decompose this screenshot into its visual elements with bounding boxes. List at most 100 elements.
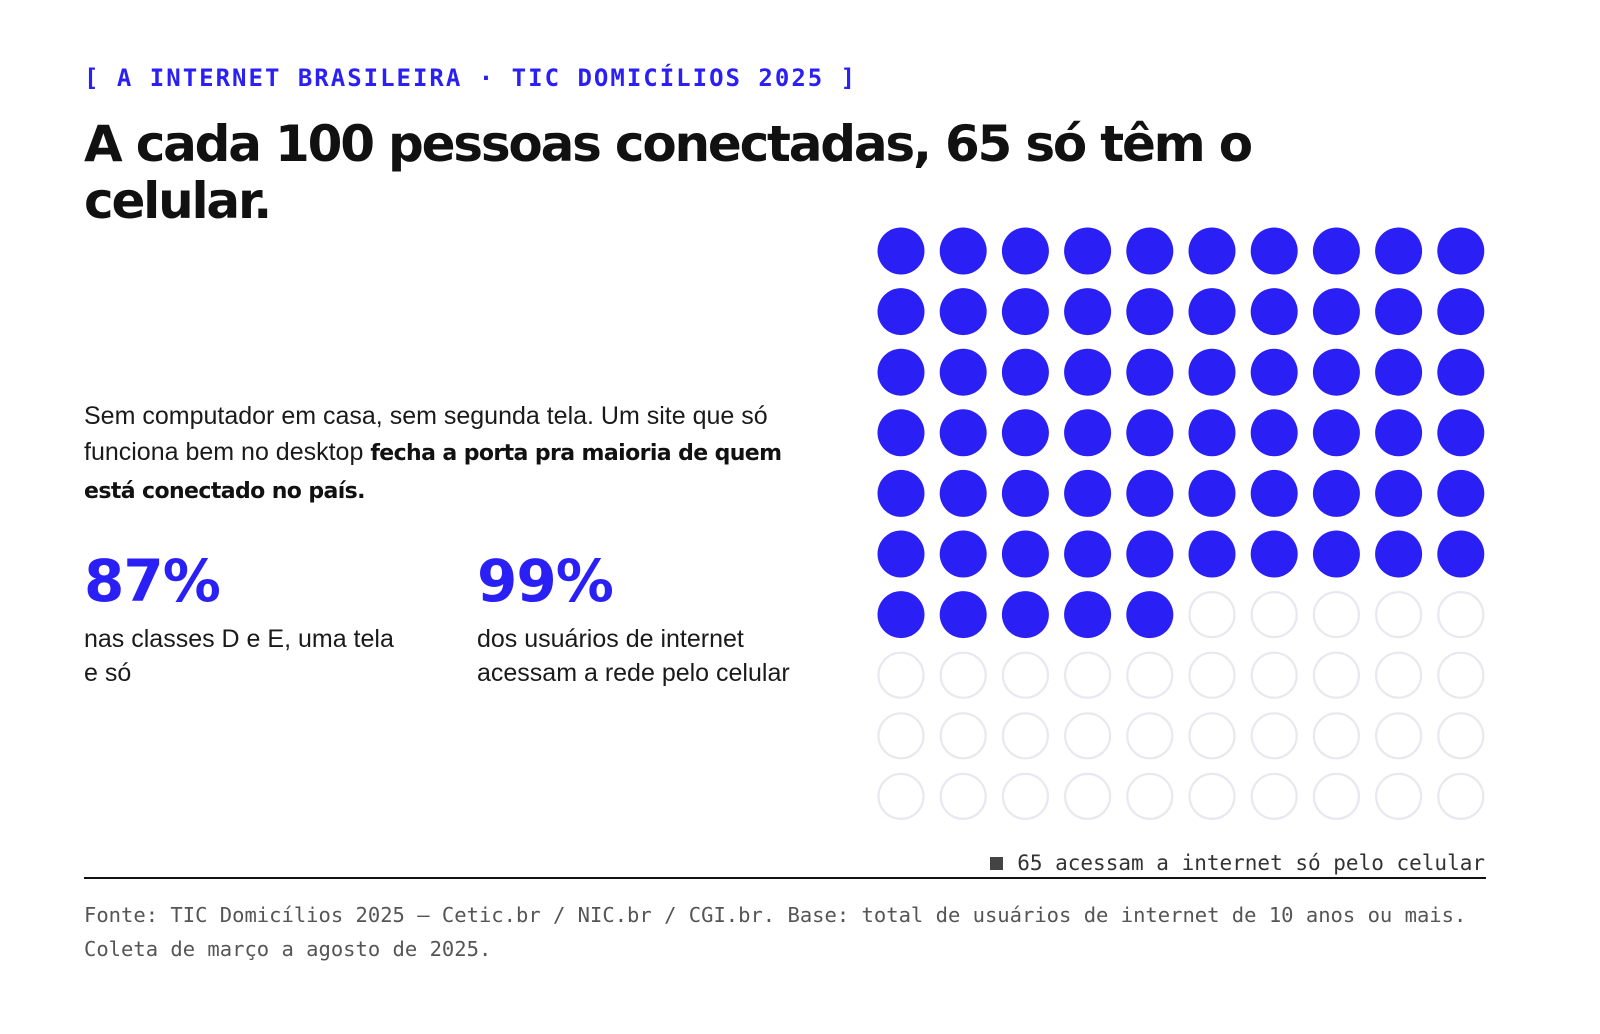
waffle-dot-filled [877,591,925,639]
waffle-dot-filled [1312,530,1360,578]
intro-emphasis: fecha a porta pra maioria de quem está c… [84,441,782,504]
waffle-dot-empty [1250,590,1298,639]
waffle-dot-filled [1437,348,1485,396]
waffle-dot-filled [939,348,987,396]
waffle-dot-filled [1188,409,1236,457]
waffle-dot-filled [1312,288,1360,336]
waffle-dot-filled [1250,227,1298,275]
waffle-dot-filled [1064,409,1112,457]
waffle-dot-empty [1126,712,1174,760]
waffle-dot-filled [877,469,925,517]
waffle-dot-empty [939,651,987,699]
waffle-dot-empty [1312,590,1361,639]
waffle-dot-filled [939,409,987,457]
waffle-dot-empty [1437,651,1485,699]
waffle-dot-filled [1250,348,1298,396]
waffle-dot-filled [1437,409,1485,457]
waffle-dot-empty [1001,772,1050,821]
waffle-dot-filled [1064,227,1112,275]
waffle-dot-filled [1312,348,1360,396]
waffle-dot-empty [1188,590,1236,639]
waffle-dot-filled [1126,530,1174,578]
divider [84,877,1486,879]
waffle-dot-filled [1001,288,1049,336]
waffle-dot-filled [939,288,987,336]
waffle-dot-empty [1437,712,1485,760]
stat-value: 99% [477,547,614,615]
waffle-dot-empty [1188,651,1236,699]
waffle-dot-filled [1375,227,1423,275]
waffle-dot-filled [1126,288,1174,336]
waffle-dot-filled [1001,591,1049,639]
waffle-dot-filled [1312,469,1360,517]
waffle-dot-empty [1001,712,1050,760]
waffle-dot-empty [939,712,987,760]
waffle-dot-filled [939,591,987,639]
waffle-dot-filled [1437,530,1485,578]
waffle-dot-filled [939,227,987,275]
legend-swatch [990,856,1004,870]
waffle-dot-filled [1188,469,1236,517]
waffle-dot-filled [1188,348,1236,396]
stat-label: dos usuários de internet acessam a rede … [477,625,790,687]
waffle-dot-filled [1375,348,1423,396]
waffle-dot-filled [1437,469,1485,517]
waffle-dot-empty [939,772,987,821]
waffle-dot-empty [1063,712,1112,760]
waffle-dot-empty [1374,772,1423,821]
waffle-dot-filled [1375,469,1423,517]
waffle-dot-filled [877,530,925,578]
waffle-dot-filled [1064,348,1112,396]
stat-value: 87% [84,547,221,615]
waffle-dot-filled [1437,288,1485,336]
waffle-dot-empty [1063,772,1112,821]
waffle-dot-empty [1250,712,1298,760]
waffle-dot-filled [1188,288,1236,336]
waffle-dot-empty [1001,651,1050,699]
waffle-dot-filled [1250,530,1298,578]
waffle-dot-filled [939,469,987,517]
waffle-dot-filled [1250,288,1298,336]
waffle-dot-empty [1374,651,1423,699]
waffle-dot-filled [1126,409,1174,457]
page-title: A cada 100 pessoas conectadas, 65 só têm… [84,115,1253,230]
waffle-dot-empty [1437,772,1485,821]
waffle-dot-empty [1312,712,1361,760]
intro-text: Sem computador em casa, sem segunda tela… [84,402,768,466]
waffle-dot-empty [1437,590,1485,639]
waffle-dot-empty [877,712,925,760]
waffle-dot-filled [1001,530,1049,578]
waffle-dot-filled [939,530,987,578]
waffle-dot-filled [1126,469,1174,517]
waffle-dot-filled [1188,530,1236,578]
chart-legend: 65 acessam a internet só pelo celular [990,848,1485,878]
waffle-dot-filled [1375,530,1423,578]
waffle-dot-filled [1064,591,1112,639]
waffle-dot-empty [1250,651,1298,699]
waffle-dot-filled [1375,409,1423,457]
intro-paragraph: Sem computador em casa, sem segunda tela… [84,398,804,510]
eyebrow-label: [ A INTERNET BRASILEIRA · TIC DOMICÍLIOS… [84,64,858,92]
waffle-dot-filled [877,348,925,396]
waffle-dot-filled [1375,288,1423,336]
stat-label: nas classes D e E, uma tela e só [84,625,394,687]
waffle-dot-empty [1312,772,1361,821]
stat-card-classes-de: 87% nas classes D e E, uma tela e só [84,546,404,690]
waffle-dot-empty [1126,772,1174,821]
waffle-dot-filled [1126,348,1174,396]
waffle-dot-filled [1001,227,1049,275]
waffle-dot-empty [1250,772,1298,821]
waffle-dot-empty [1188,772,1236,821]
waffle-dot-empty [1312,651,1361,699]
waffle-dot-empty [1126,651,1174,699]
waffle-dot-filled [1126,227,1174,275]
waffle-dot-empty [1188,712,1236,760]
waffle-dot-filled [877,409,925,457]
waffle-dot-filled [1188,227,1236,275]
waffle-dot-filled [1001,409,1049,457]
source-note: Fonte: TIC Domicílios 2025 — Cetic.br / … [84,903,1467,961]
waffle-dot-empty [877,651,925,699]
stat-card-mobile-users: 99% dos usuários de internet acessam a r… [477,546,797,690]
waffle-dot-filled [877,288,925,336]
